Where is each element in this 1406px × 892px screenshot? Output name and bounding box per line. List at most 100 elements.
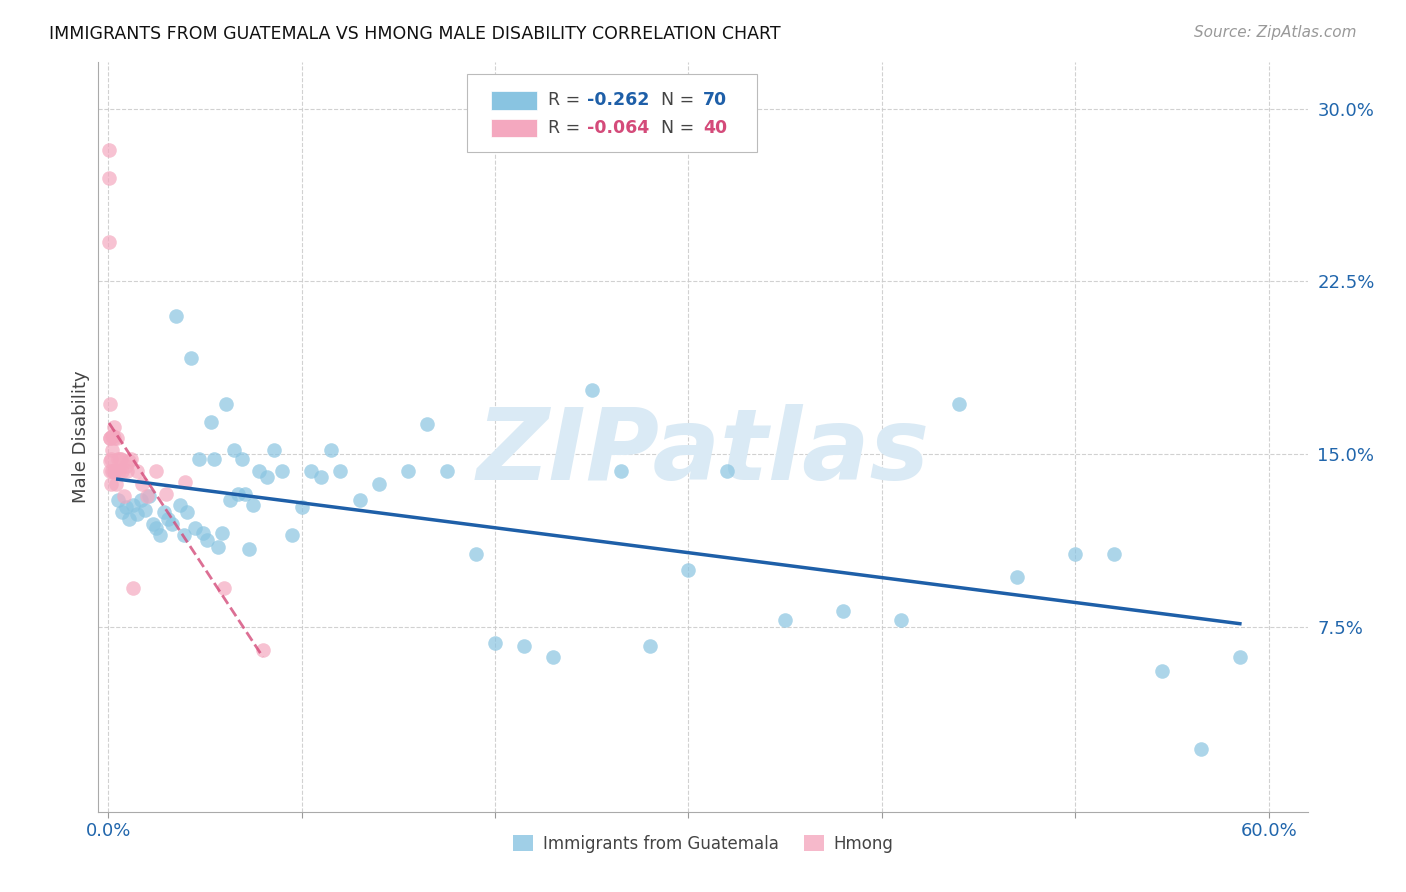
- Bar: [492, 119, 537, 137]
- Legend: Immigrants from Guatemala, Hmong: Immigrants from Guatemala, Hmong: [506, 829, 900, 860]
- Text: IMMIGRANTS FROM GUATEMALA VS HMONG MALE DISABILITY CORRELATION CHART: IMMIGRANTS FROM GUATEMALA VS HMONG MALE …: [49, 25, 780, 43]
- Text: Source: ZipAtlas.com: Source: ZipAtlas.com: [1194, 25, 1357, 40]
- Point: [145, 463, 167, 477]
- Point: [263, 442, 285, 457]
- Point: [222, 442, 245, 457]
- Point: [112, 489, 135, 503]
- Point: [98, 235, 121, 250]
- Point: [142, 516, 165, 531]
- Point: [100, 452, 122, 467]
- Point: [329, 463, 352, 477]
- Point: [101, 429, 124, 443]
- Bar: [492, 91, 537, 110]
- Point: [252, 643, 274, 657]
- Point: [247, 463, 270, 477]
- Point: [157, 512, 180, 526]
- Point: [436, 463, 458, 477]
- Text: 70: 70: [703, 91, 727, 109]
- Point: [773, 613, 796, 627]
- Text: ZIPatlas: ZIPatlas: [477, 403, 929, 500]
- Point: [176, 505, 198, 519]
- Point: [349, 493, 371, 508]
- Point: [235, 486, 257, 500]
- Point: [129, 493, 152, 508]
- Point: [271, 463, 294, 477]
- Point: [1189, 742, 1212, 756]
- Point: [105, 431, 128, 445]
- Point: [678, 563, 700, 577]
- Point: [396, 463, 419, 477]
- Point: [319, 442, 342, 457]
- Point: [281, 528, 304, 542]
- Point: [98, 431, 121, 445]
- Point: [716, 463, 738, 477]
- Point: [101, 429, 124, 443]
- Point: [98, 431, 121, 445]
- Point: [122, 581, 145, 595]
- Point: [103, 463, 125, 477]
- FancyBboxPatch shape: [467, 74, 758, 153]
- Point: [832, 604, 855, 618]
- Point: [610, 463, 633, 477]
- Point: [104, 463, 127, 477]
- Point: [101, 463, 124, 477]
- Point: [110, 452, 132, 467]
- Point: [107, 452, 129, 467]
- Point: [138, 489, 160, 503]
- Point: [111, 463, 134, 477]
- Point: [638, 639, 661, 653]
- Point: [111, 505, 134, 519]
- Point: [169, 498, 191, 512]
- Point: [122, 498, 145, 512]
- Point: [513, 639, 536, 653]
- Point: [108, 452, 131, 467]
- Point: [890, 613, 912, 627]
- Point: [256, 470, 278, 484]
- Point: [127, 508, 149, 522]
- Text: -0.262: -0.262: [586, 91, 650, 109]
- Point: [104, 477, 127, 491]
- Point: [180, 351, 202, 365]
- Point: [484, 636, 506, 650]
- Point: [231, 452, 253, 467]
- Point: [195, 533, 218, 547]
- Point: [215, 397, 238, 411]
- Point: [1007, 569, 1029, 583]
- Point: [98, 397, 121, 411]
- Point: [103, 431, 125, 445]
- Point: [145, 521, 167, 535]
- Point: [464, 547, 486, 561]
- Point: [226, 486, 249, 500]
- Point: [117, 463, 139, 477]
- Point: [242, 498, 264, 512]
- Point: [118, 512, 141, 526]
- Point: [541, 650, 564, 665]
- Text: N =: N =: [650, 91, 700, 109]
- Point: [155, 486, 177, 500]
- Point: [114, 458, 136, 473]
- Point: [120, 452, 142, 467]
- Point: [131, 477, 153, 491]
- Point: [1152, 664, 1174, 678]
- Text: 40: 40: [703, 120, 727, 137]
- Text: R =: R =: [548, 91, 586, 109]
- Point: [103, 419, 125, 434]
- Point: [114, 500, 136, 515]
- Point: [118, 454, 141, 468]
- Point: [173, 528, 195, 542]
- Point: [149, 528, 172, 542]
- Point: [100, 454, 122, 468]
- Point: [184, 521, 207, 535]
- Point: [107, 493, 129, 508]
- Point: [191, 525, 214, 540]
- Point: [416, 417, 439, 432]
- Point: [100, 463, 122, 477]
- Text: R =: R =: [548, 120, 586, 137]
- Point: [98, 143, 121, 157]
- Point: [948, 397, 970, 411]
- Point: [134, 502, 156, 516]
- Point: [368, 477, 391, 491]
- Point: [238, 541, 260, 556]
- Point: [200, 415, 222, 429]
- Point: [127, 463, 149, 477]
